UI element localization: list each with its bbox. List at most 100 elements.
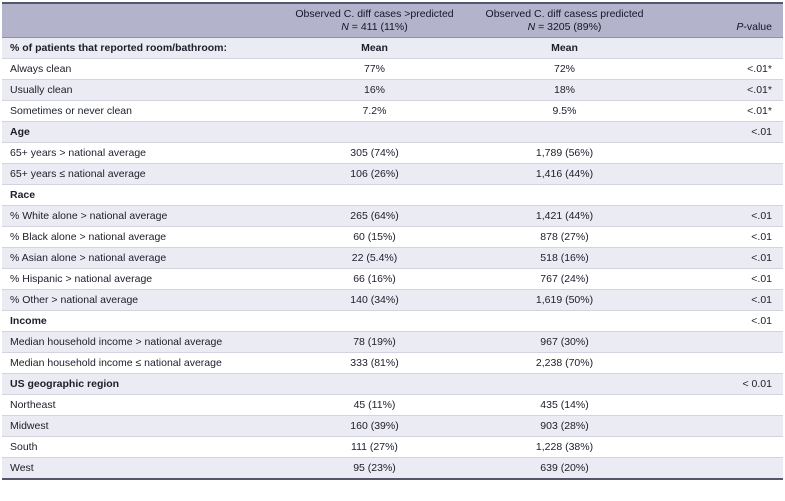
table-row: West 95 (23%) 639 (20%) (2, 457, 783, 479)
table-row: Median household income ≤ national avera… (2, 352, 783, 374)
cell-observed-greater: Mean (282, 37, 467, 59)
cell-observed-less (467, 184, 662, 206)
table-row: % of patients that reported room/bathroo… (2, 37, 783, 59)
row-label: Median household income ≤ national avera… (2, 352, 282, 374)
row-label: % Other > national average (2, 289, 282, 311)
cell-observed-greater: 265 (64%) (282, 205, 467, 227)
cell-observed-greater: 106 (26%) (282, 163, 467, 185)
cell-observed-greater: 78 (19%) (282, 331, 467, 353)
cell-observed-greater: 7.2% (282, 100, 467, 122)
cell-observed-greater: 333 (81%) (282, 352, 467, 374)
cell-p-value (662, 142, 783, 164)
row-label: 65+ years ≤ national average (2, 163, 282, 185)
n-symbol: N (341, 21, 349, 33)
cell-observed-less: 1,416 (44%) (467, 163, 662, 185)
cell-observed-greater: 66 (16%) (282, 268, 467, 290)
n-value: = 411 (11%) (348, 21, 408, 33)
cell-p-value (662, 331, 783, 353)
cell-observed-less: 18% (467, 79, 662, 101)
cell-observed-less: 9.5% (467, 100, 662, 122)
table-row: Usually clean 16% 18% <.01* (2, 79, 783, 101)
cell-observed-less: 1,228 (38%) (467, 436, 662, 458)
header-row: Observed C. diff cases >predicted N = 41… (2, 3, 783, 38)
row-label: South (2, 436, 282, 458)
cell-observed-less: 518 (16%) (467, 247, 662, 269)
cell-p-value: <.01 (662, 268, 783, 290)
header-observed-less-line1: Observed C. diff cases≤ predicted (485, 8, 644, 20)
cell-observed-less: 878 (27%) (467, 226, 662, 248)
table-row: 65+ years > national average 305 (74%) 1… (2, 142, 783, 164)
cell-p-value (662, 352, 783, 374)
table-row: Age <.01 (2, 121, 783, 143)
row-label: Age (2, 121, 282, 143)
cell-observed-less (467, 373, 662, 395)
table-body: % of patients that reported room/bathroo… (2, 37, 783, 479)
cell-observed-greater (282, 184, 467, 206)
cell-p-value: < 0.01 (662, 373, 783, 395)
cell-observed-less: 767 (24%) (467, 268, 662, 290)
row-label: Midwest (2, 415, 282, 437)
table-row: Median household income > national avera… (2, 331, 783, 353)
cell-p-value (662, 163, 783, 185)
table-row: Sometimes or never clean 7.2% 9.5% <.01* (2, 100, 783, 122)
header-observed-greater: Observed C. diff cases >predicted N = 41… (282, 3, 467, 38)
row-label: 65+ years > national average (2, 142, 282, 164)
cell-p-value (662, 184, 783, 206)
cell-observed-less: Mean (467, 37, 662, 59)
cell-observed-less: 1,789 (56%) (467, 142, 662, 164)
table-row: % Other > national average 140 (34%) 1,6… (2, 289, 783, 311)
table-row: 65+ years ≤ national average 106 (26%) 1… (2, 163, 783, 185)
cell-p-value (662, 394, 783, 416)
cell-p-value: <.01* (662, 100, 783, 122)
row-label: Median household income > national avera… (2, 331, 282, 353)
row-label: Race (2, 184, 282, 206)
cell-observed-greater: 111 (27%) (282, 436, 467, 458)
table-row: South 111 (27%) 1,228 (38%) (2, 436, 783, 458)
cell-observed-less: 1,619 (50%) (467, 289, 662, 311)
table-row: % Black alone > national average 60 (15%… (2, 226, 783, 248)
cell-observed-greater: 60 (15%) (282, 226, 467, 248)
header-observed-less-line2: N = 3205 (89%) (471, 21, 658, 34)
table-row: Always clean 77% 72% <.01* (2, 58, 783, 80)
cell-observed-greater (282, 121, 467, 143)
row-label: West (2, 457, 282, 479)
table-row: % White alone > national average 265 (64… (2, 205, 783, 227)
cell-observed-greater: 16% (282, 79, 467, 101)
header-empty-cell (2, 3, 282, 38)
cell-observed-less: 72% (467, 58, 662, 80)
cell-observed-less: 967 (30%) (467, 331, 662, 353)
cell-p-value (662, 415, 783, 437)
cell-observed-greater (282, 373, 467, 395)
cell-observed-greater: 160 (39%) (282, 415, 467, 437)
cell-p-value: <.01 (662, 226, 783, 248)
table-row: % Hispanic > national average 66 (16%) 7… (2, 268, 783, 290)
table-row: % Asian alone > national average 22 (5.4… (2, 247, 783, 269)
cell-p-value: <.01 (662, 310, 783, 332)
cell-observed-greater (282, 310, 467, 332)
n-symbol: N (527, 21, 536, 33)
cell-p-value (662, 37, 783, 59)
table-header: Observed C. diff cases >predicted N = 41… (2, 3, 783, 38)
row-label: US geographic region (2, 373, 282, 395)
header-observed-greater-line2: N = 411 (11%) (286, 21, 463, 34)
row-label: % of patients that reported room/bathroo… (2, 37, 282, 59)
paper-table-container: Observed C. diff cases >predicted N = 41… (2, 2, 783, 480)
cell-p-value: <.01 (662, 247, 783, 269)
row-label: Northeast (2, 394, 282, 416)
p-symbol: P (736, 21, 744, 33)
cell-p-value: <.01 (662, 289, 783, 311)
cell-observed-greater: 95 (23%) (282, 457, 467, 479)
table-row: Income <.01 (2, 310, 783, 332)
cell-observed-greater: 22 (5.4%) (282, 247, 467, 269)
header-observed-less: Observed C. diff cases≤ predicted N = 32… (467, 3, 662, 38)
cell-p-value: <.01 (662, 205, 783, 227)
table-row: Race (2, 184, 783, 206)
cell-observed-greater: 45 (11%) (282, 394, 467, 416)
statistics-table: Observed C. diff cases >predicted N = 41… (2, 2, 783, 480)
cell-observed-less: 903 (28%) (467, 415, 662, 437)
cell-observed-greater: 77% (282, 58, 467, 80)
cell-observed-less (467, 121, 662, 143)
row-label: Sometimes or never clean (2, 100, 282, 122)
cell-p-value: <.01* (662, 79, 783, 101)
row-label: Income (2, 310, 282, 332)
